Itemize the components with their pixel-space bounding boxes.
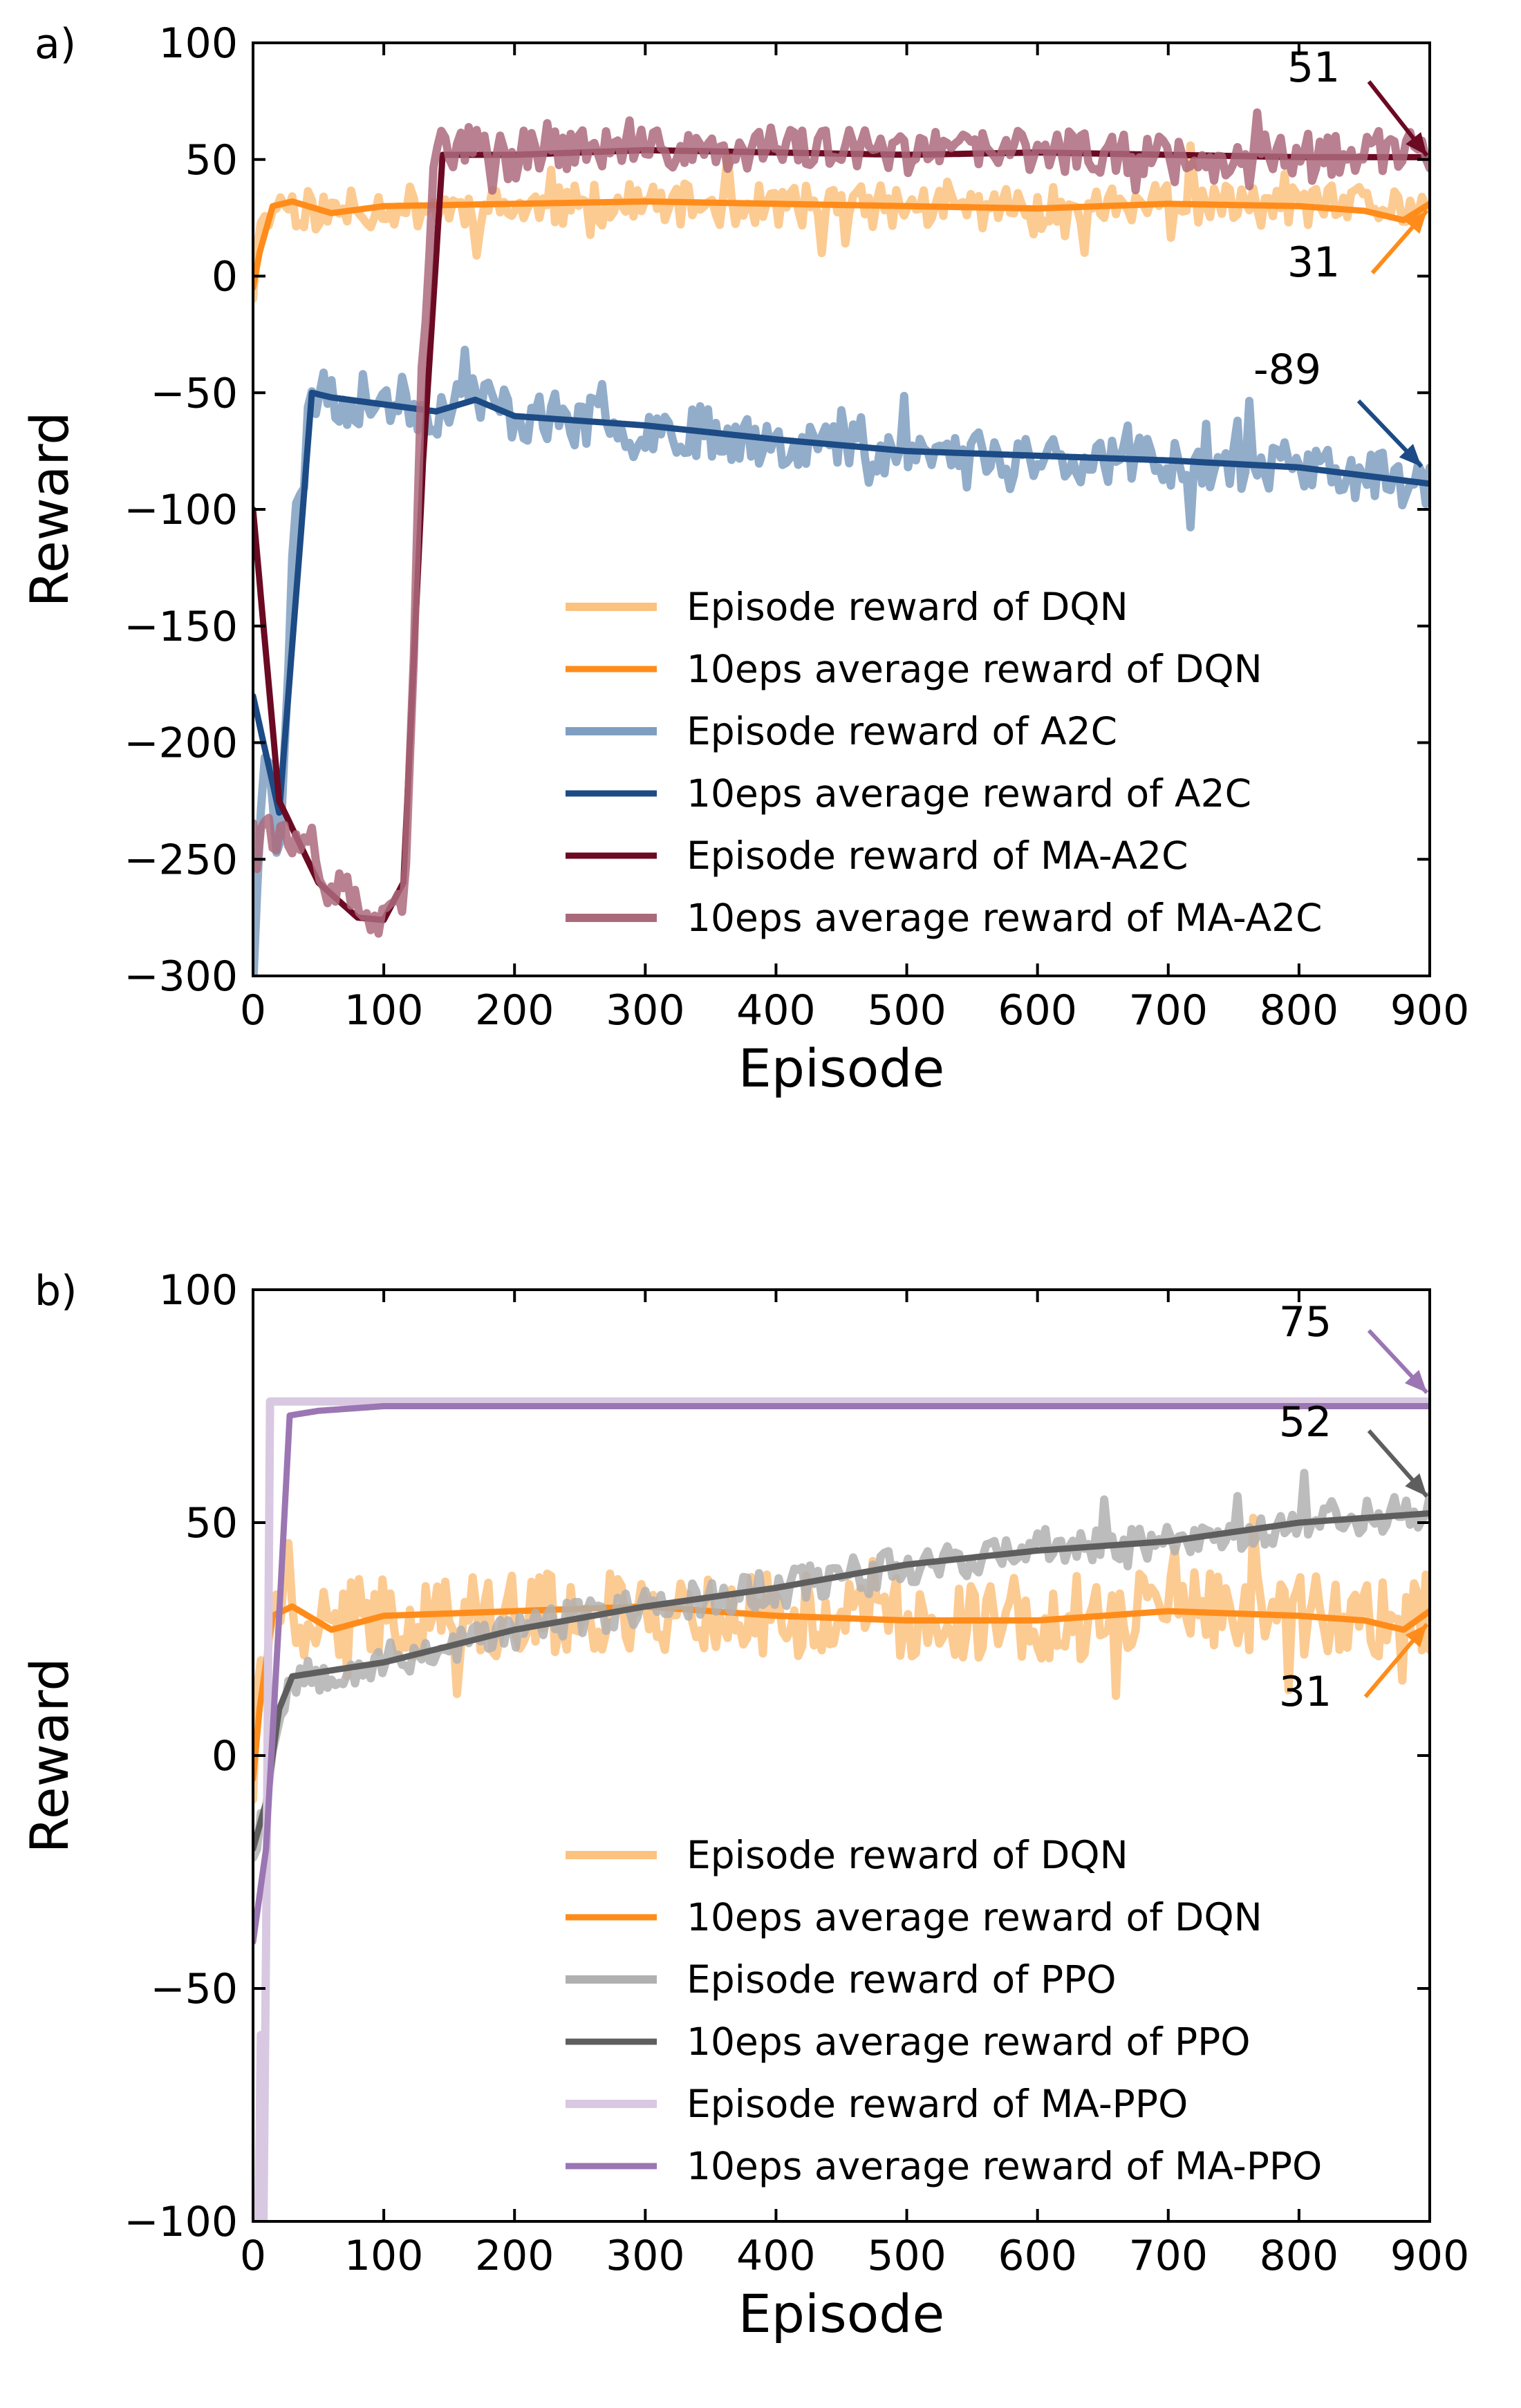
annotation-arrow-head: [1406, 132, 1427, 156]
annotation-label: 31: [1287, 238, 1340, 287]
x-tick-label: 400: [736, 986, 816, 1035]
x-tick-label: 0: [240, 986, 266, 1035]
series-line-1: [253, 198, 1430, 291]
annotation-arrow-head: [1405, 1624, 1427, 1648]
series-group: [253, 108, 1430, 976]
x-tick-label: 0: [240, 2232, 266, 2280]
legend-label: Episode reward of A2C: [687, 709, 1117, 753]
annotation-arrow-head: [1399, 444, 1421, 467]
annotation-label: 51: [1287, 44, 1340, 92]
legend-label: 10eps average reward of A2C: [687, 771, 1251, 816]
legend-label: 10eps average reward of DQN: [687, 1895, 1262, 1939]
chart-panel-1: 0 100 200 300 400 500 600 700 800 900100500−50−10…: [19, 1266, 1469, 2344]
x-tick-label: 500: [867, 986, 946, 1035]
x-tick-label: 100: [344, 986, 424, 1035]
x-tick-label: 800: [1260, 2232, 1339, 2280]
legend-label: 10eps average reward of PPO: [687, 2020, 1251, 2064]
chart-panel-0: 0 100 200 300 400 500 600 700 800 900100500−50−10…: [19, 19, 1469, 1099]
panel-label: a): [35, 20, 76, 68]
y-tick-label: −50: [150, 369, 238, 417]
x-tick-label: 400: [736, 2232, 816, 2280]
legend-label: Episode reward of MA-PPO: [687, 2082, 1188, 2126]
annotation-label: -89: [1253, 346, 1321, 394]
x-tick-label: 800: [1260, 986, 1339, 1035]
series-line-0: [253, 1514, 1430, 1804]
y-tick-label: 0: [212, 1732, 238, 1780]
y-axis-title: Reward: [19, 411, 80, 607]
x-tick-label: 200: [475, 2232, 554, 2280]
legend-label: Episode reward of MA-A2C: [687, 834, 1188, 878]
y-tick-label: 0: [212, 253, 238, 301]
legend-label: Episode reward of DQN: [687, 1833, 1128, 1877]
series-group: [253, 1397, 1430, 2221]
series-line-2: [253, 346, 1430, 976]
legend-label: 10eps average reward of MA-A2C: [687, 896, 1323, 940]
x-tick-label: 700: [1129, 986, 1209, 1035]
series-line-1: [253, 1603, 1430, 1783]
series-line-5: [253, 1403, 1430, 1946]
y-tick-label: 50: [185, 1499, 238, 1548]
x-axis-title: Episode: [738, 2283, 944, 2344]
y-axis-title: Reward: [19, 1657, 80, 1853]
y-tick-label: −50: [150, 1965, 238, 2013]
annotation-arrow-head: [1405, 1473, 1427, 1496]
annotation-label: 52: [1279, 1398, 1332, 1447]
legend-label: 10eps average reward of MA-PPO: [687, 2144, 1322, 2188]
y-tick-label: −100: [124, 486, 238, 534]
x-tick-label: 900: [1390, 2232, 1470, 2280]
y-tick-label: 50: [185, 136, 238, 185]
annotation-arrow-head: [1405, 211, 1427, 234]
y-tick-label: −150: [124, 603, 238, 651]
series-line-3: [253, 389, 1430, 816]
series-line-3: [253, 1510, 1430, 1852]
series-line-4: [253, 1397, 1430, 2221]
x-tick-label: 700: [1129, 2232, 1209, 2280]
y-tick-label: −100: [124, 2198, 238, 2246]
y-tick-label: −300: [124, 952, 238, 1001]
annotation-label: 75: [1279, 1298, 1332, 1346]
x-tick-label: 500: [867, 2232, 946, 2280]
legend-label: 10eps average reward of DQN: [687, 647, 1262, 691]
x-tick-label: 600: [998, 986, 1077, 1035]
legend-label: Episode reward of DQN: [687, 585, 1128, 629]
series-line-5: [253, 108, 1430, 938]
x-tick-label: 300: [606, 986, 685, 1035]
x-tick-label: 900: [1390, 986, 1470, 1035]
panel-label: b): [35, 1267, 77, 1315]
x-axis-title: Episode: [738, 1037, 944, 1099]
y-tick-label: 100: [158, 19, 238, 68]
x-tick-label: 600: [998, 2232, 1077, 2280]
y-tick-label: −250: [124, 836, 238, 884]
annotation-arrow-head: [1404, 1370, 1427, 1393]
x-tick-label: 100: [344, 2232, 424, 2280]
y-tick-label: 100: [158, 1266, 238, 1315]
x-tick-label: 200: [475, 986, 554, 1035]
x-tick-label: 300: [606, 2232, 685, 2280]
y-tick-label: −200: [124, 719, 238, 768]
annotation-label: 31: [1279, 1668, 1332, 1716]
legend-label: Episode reward of PPO: [687, 1957, 1117, 2002]
series-line-0: [253, 141, 1430, 303]
